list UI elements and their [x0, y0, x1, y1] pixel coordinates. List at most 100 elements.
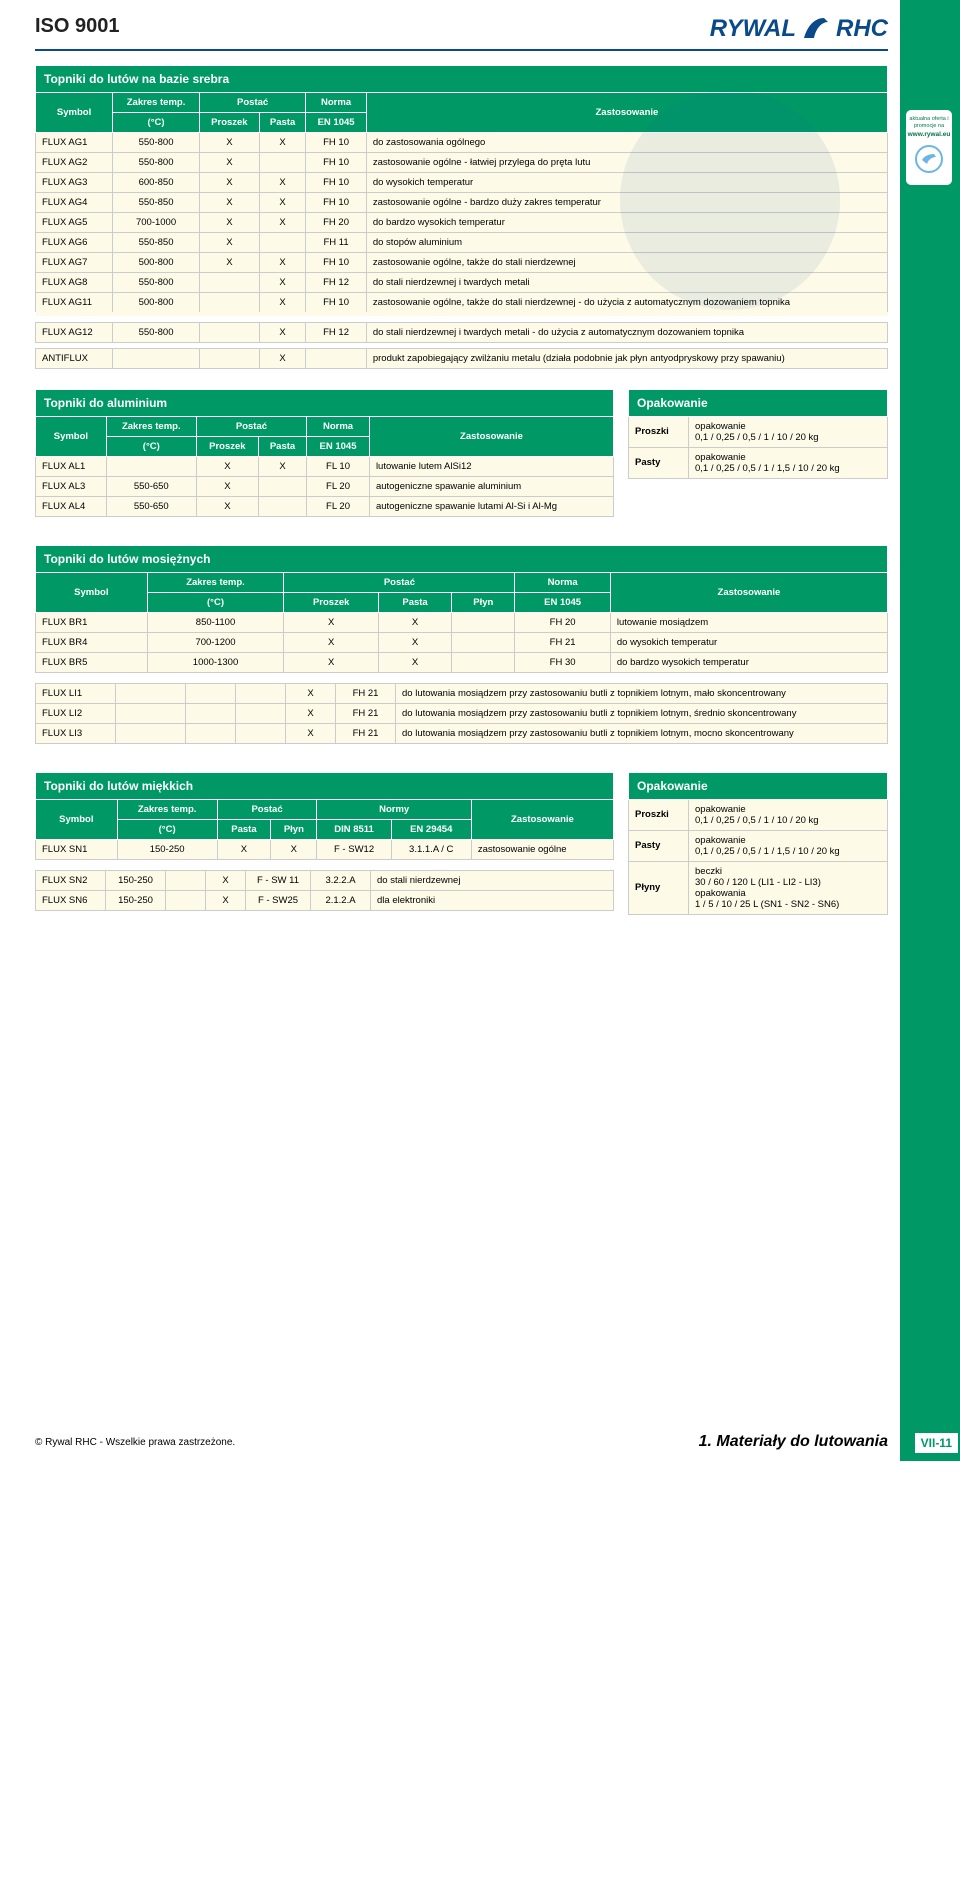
cell-pasta: X	[378, 632, 451, 652]
cell-symbol: FLUX AL4	[36, 496, 107, 516]
cell-zast: zastosowanie ogólne	[471, 839, 613, 859]
col-zast: Zastosowanie	[369, 416, 613, 456]
cell-zast: do bardzo wysokich temperatur	[610, 652, 887, 672]
table2-title: Topniki do aluminium	[36, 389, 614, 416]
cell-proszek: X	[284, 612, 378, 632]
cell-proszek: X	[284, 632, 378, 652]
col-postac: Postać	[284, 572, 515, 592]
cell-temp: 150-250	[117, 839, 217, 859]
cell-zast: autogeniczne spawanie aluminium	[369, 476, 613, 496]
table-row: FLUX BR1 850-1100 X X FH 20 lutowanie mo…	[36, 612, 888, 632]
cell-norma	[306, 348, 367, 368]
packaging-box-2: Opakowanie Proszki opakowanie0,1 / 0,25 …	[628, 389, 888, 517]
cell-zast: zastosowanie ogólne, także do stali nier…	[366, 253, 887, 273]
table-row: FLUX AG11 500-800 X FH 10 zastosowanie o…	[36, 293, 888, 317]
col-en29454: EN 29454	[391, 819, 471, 839]
cell-zast: do stali nierdzewnej i twardych metali	[366, 273, 887, 293]
cell-temp: 550-850	[113, 233, 200, 253]
cell-zast: zastosowanie ogólne - bardzo duży zakres…	[366, 193, 887, 213]
table-silver-fluxes: Topniki do lutów na bazie srebra Symbol …	[35, 65, 900, 369]
cell-pack: opakowanie0,1 / 0,25 / 0,5 / 1 / 1,5 / 1…	[689, 447, 888, 478]
cell-en: 3.2.2.A	[311, 870, 371, 890]
cell-symbol: FLUX SN1	[36, 839, 118, 859]
cell-zast: do bardzo wysokich temperatur	[366, 213, 887, 233]
cell-temp	[113, 348, 200, 368]
cell-proszek: X	[196, 456, 258, 476]
col-pasta: Pasta	[258, 436, 306, 456]
col-norma: Norma	[515, 572, 611, 592]
col-proszek: Proszek	[199, 113, 259, 133]
table-row: FLUX SN1 150-250 X X F - SW12 3.1.1.A / …	[36, 839, 614, 859]
cell-pasta: X	[259, 213, 305, 233]
cell-norma: FH 10	[306, 253, 367, 273]
table3-title: Topniki do lutów mosiężnych	[36, 545, 888, 572]
cell-zast: do lutowania mosiądzem przy zastosowaniu…	[396, 683, 888, 703]
table-row: FLUX AL3 550-650 X FL 20 autogeniczne sp…	[36, 476, 614, 496]
cell-norma: FL 20	[307, 476, 370, 496]
cell-norma: FH 10	[306, 153, 367, 173]
cell-proszek: X	[199, 213, 259, 233]
cell-zast: produkt zapobiegający zwilżaniu metalu (…	[366, 348, 887, 368]
cell-symbol: FLUX AG7	[36, 253, 113, 273]
cell-pasta: X	[259, 348, 305, 368]
cell-symbol: FLUX SN2	[36, 870, 106, 890]
cell-proszek: X	[199, 253, 259, 273]
page-number: VII-11	[915, 1433, 958, 1453]
table-row: FLUX AG1 550-800 X X FH 10 do zastosowan…	[36, 133, 888, 153]
cell-zast: do stali nierdzewnej i twardych metali -…	[366, 322, 887, 342]
cell-pasta	[259, 153, 305, 173]
cell-temp: 850-1100	[147, 612, 284, 632]
cell-temp	[116, 683, 186, 703]
col-proszek: Proszek	[196, 436, 258, 456]
cell-norma: FH 20	[515, 612, 611, 632]
col-symbol: Symbol	[36, 416, 107, 456]
cell-temp: 700-1000	[113, 213, 200, 233]
table-row: FLUX AG12 550-800 X FH 12 do stali nierd…	[36, 322, 888, 342]
cell-norma: FH 10	[306, 193, 367, 213]
cell-temp: 550-800	[113, 133, 200, 153]
promo-badge: aktualna oferta i promocje na www.rywal.…	[906, 110, 952, 185]
cell-pasta	[258, 476, 306, 496]
cell-symbol: FLUX BR4	[36, 632, 148, 652]
table-soft-fluxes: Topniki do lutów miękkich Symbol Zakres …	[35, 772, 614, 915]
table-brass-fluxes: Topniki do lutów mosiężnych Symbol Zakre…	[35, 545, 900, 744]
cell-zast: do wysokich temperatur	[366, 173, 887, 193]
table-row: FLUX BR5 1000-1300 X X FH 30 do bardzo w…	[36, 652, 888, 672]
cell-pasta: X	[259, 293, 305, 317]
cell-norma: FH 12	[306, 322, 367, 342]
cell-symbol: ANTIFLUX	[36, 348, 113, 368]
col-din: DIN 8511	[317, 819, 391, 839]
brand-logo: RYWAL RHC	[710, 15, 888, 43]
cell-norma: FL 10	[307, 456, 370, 476]
table4-title: Topniki do lutów miękkich	[36, 772, 614, 799]
logo-horse-icon	[802, 16, 830, 42]
cell-temp: 150-250	[106, 870, 166, 890]
cell-symbol: FLUX AL1	[36, 456, 107, 476]
cell-temp: 550-800	[113, 153, 200, 173]
col-unit: (°C)	[106, 436, 196, 456]
cell-proszek	[199, 348, 259, 368]
cell-symbol: FLUX AL3	[36, 476, 107, 496]
cell-symbol: FLUX BR5	[36, 652, 148, 672]
cell-kind: Pasty	[629, 830, 689, 861]
col-pasta: Pasta	[217, 819, 271, 839]
packaging-box-4: Opakowanie Proszki opakowanie0,1 / 0,25 …	[628, 772, 888, 915]
cell-temp: 700-1200	[147, 632, 284, 652]
cell-norma: FH 21	[336, 723, 396, 743]
cell-proszek: X	[199, 173, 259, 193]
col-plyn: Płyn	[271, 819, 317, 839]
col-unit: (°C)	[147, 592, 284, 612]
cell-symbol: FLUX SN6	[36, 890, 106, 910]
table-row: FLUX BR4 700-1200 X X FH 21 do wysokich …	[36, 632, 888, 652]
cell-proszek	[199, 322, 259, 342]
table-row: FLUX AL1 X X FL 10 lutowanie lutem AlSi1…	[36, 456, 614, 476]
cell-norma: FH 20	[306, 213, 367, 233]
cell-plyn: X	[286, 703, 336, 723]
copyright: © Rywal RHC - Wszelkie prawa zastrzeżone…	[35, 1437, 235, 1448]
col-zakres: Zakres temp.	[117, 799, 217, 819]
cell-zast: do lutowania mosiądzem przy zastosowaniu…	[396, 703, 888, 723]
cell-din: F - SW 11	[246, 870, 311, 890]
col-zast: Zastosowanie	[366, 93, 887, 133]
cell-zast: do stopów aluminium	[366, 233, 887, 253]
section-title: 1. Materiały do lutowania	[699, 1433, 888, 1451]
